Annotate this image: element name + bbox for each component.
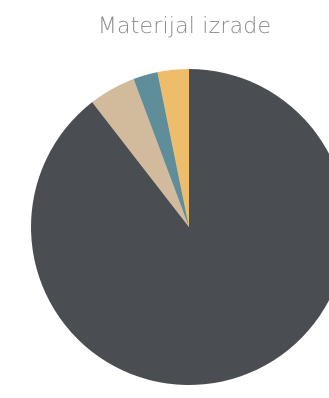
- pie-slice-3[interactable]: [133, 72, 189, 228]
- pie-slice-1[interactable]: [31, 69, 329, 385]
- pie-slice-2[interactable]: [92, 79, 189, 227]
- pie-slices: [31, 69, 329, 385]
- pie-slice-4[interactable]: [157, 69, 189, 227]
- chart-title: Materijal izrade: [97, 14, 272, 39]
